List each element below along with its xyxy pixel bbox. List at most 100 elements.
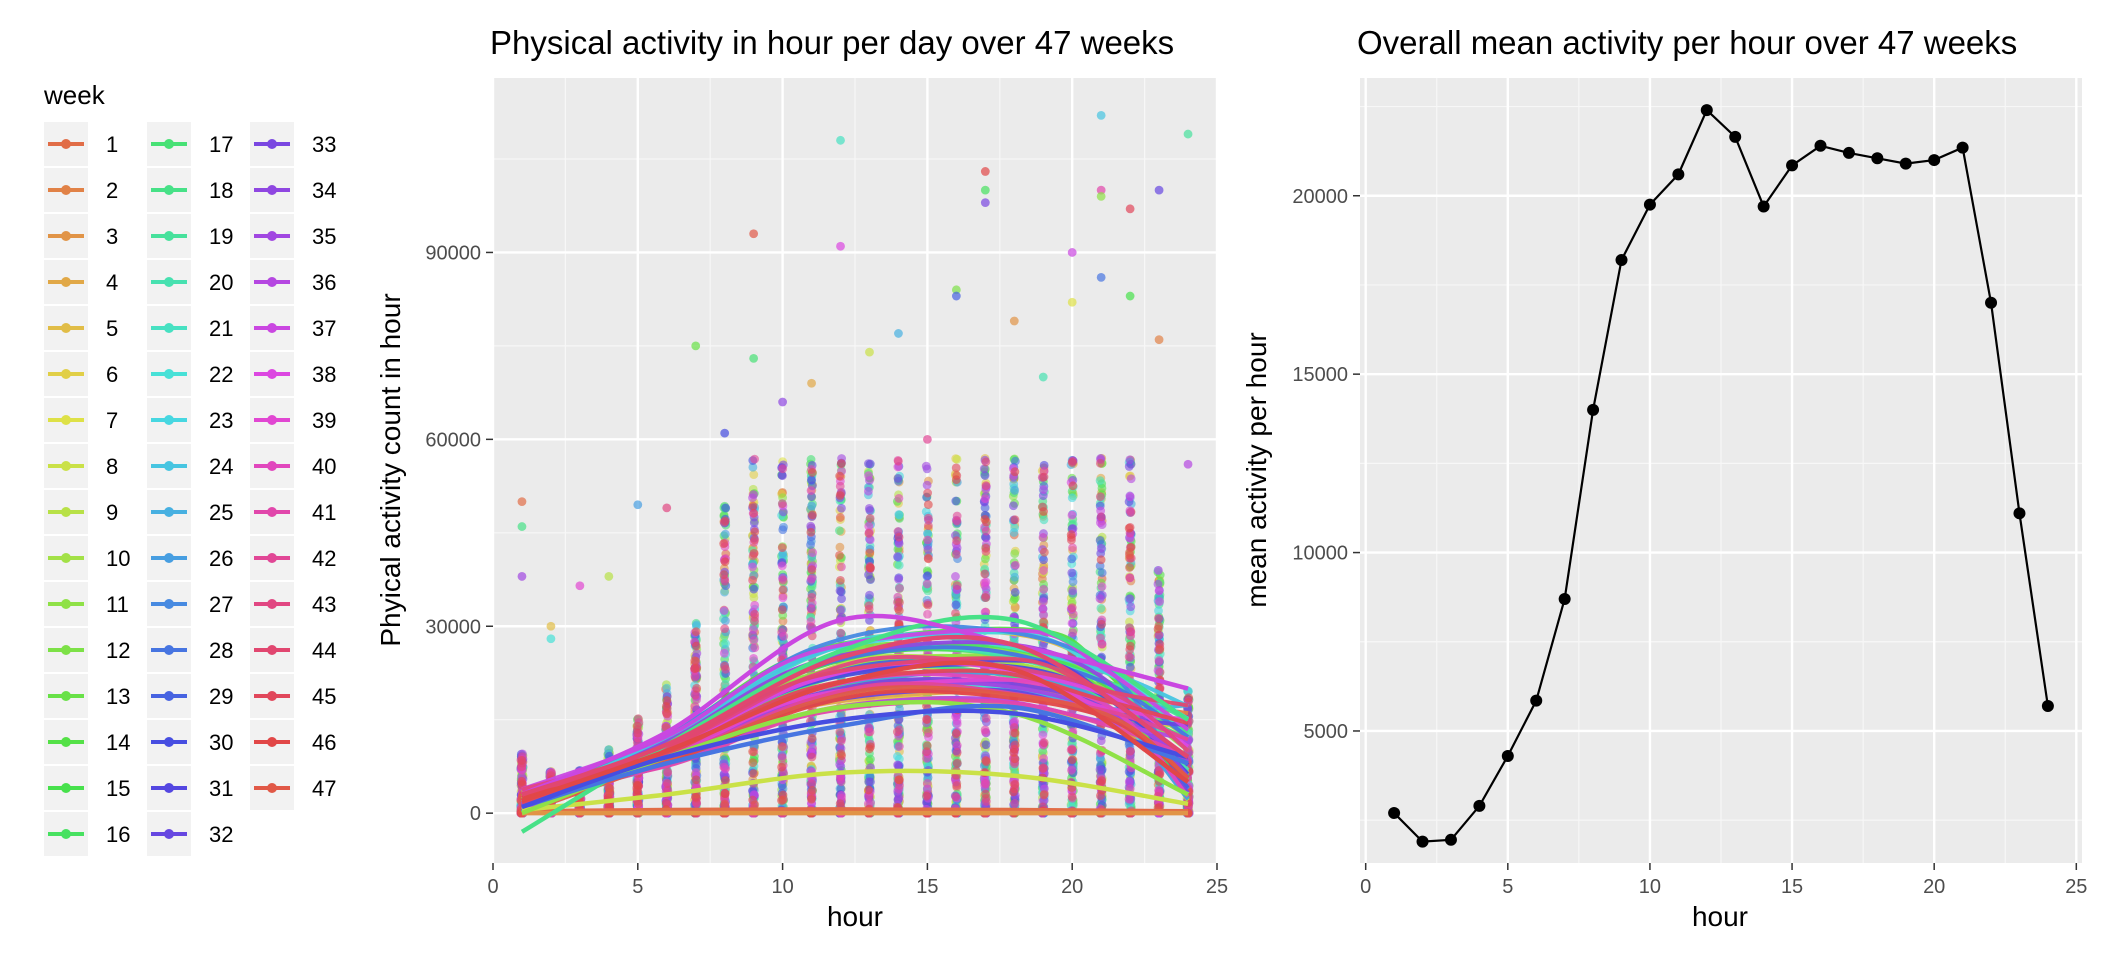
smooth-line (521, 768, 1189, 813)
legend-key-point (164, 139, 174, 149)
mean-point (1444, 833, 1457, 846)
legend-label: 30 (209, 730, 233, 755)
scatter-point (1009, 501, 1018, 511)
scatter-point (836, 777, 846, 787)
scatter-point (517, 497, 527, 507)
scatter-point (749, 636, 759, 645)
scatter-chart-title: Physical activity in hour per day over 4… (490, 24, 1174, 61)
scatter-point (1039, 485, 1048, 494)
scatter-point (690, 656, 700, 666)
legend-key-point (267, 461, 277, 471)
scatter-point (720, 661, 730, 671)
scatter-point (1038, 764, 1048, 774)
scatter-point (951, 729, 961, 738)
scatter-point (721, 776, 730, 785)
scatter-point (748, 462, 758, 472)
legend-item: 45 (250, 674, 336, 718)
scatter-point (893, 456, 903, 466)
legend-item: 46 (250, 720, 336, 764)
legend-label: 25 (209, 500, 233, 525)
scatter-point (806, 527, 816, 537)
x-tick-label: 20 (1923, 876, 1945, 898)
scatter-point (835, 526, 844, 535)
legend-item: 3 (44, 214, 118, 258)
x-tick-label: 0 (1360, 876, 1371, 898)
scatter-point (1096, 512, 1106, 522)
mean-point (1558, 592, 1571, 605)
x-tick-label: 10 (1639, 876, 1661, 898)
y-tick-label: 15000 (1292, 364, 1348, 386)
legend-key-point (267, 783, 277, 793)
scatter-point (1010, 572, 1020, 582)
scatter-point (807, 795, 816, 804)
legend-label: 23 (209, 408, 233, 433)
scatter-point (894, 510, 904, 519)
scatter-point (807, 733, 817, 743)
scatter-point (778, 585, 788, 595)
legend-label: 33 (312, 132, 336, 157)
legend-item: 9 (44, 490, 118, 534)
legend-label: 9 (106, 500, 118, 525)
scatter-point (1095, 765, 1105, 775)
scatter-point (1067, 248, 1077, 257)
scatter-point (865, 548, 875, 558)
scatter-point (864, 471, 873, 481)
legend-label: 3 (106, 224, 118, 249)
scatter-point (1010, 467, 1020, 477)
legend-key-point (164, 369, 174, 379)
x-tick-label: 15 (916, 876, 938, 898)
scatter-point (922, 791, 931, 801)
scatter-point (807, 378, 816, 388)
scatter-point (720, 679, 730, 689)
legend-item: 7 (44, 398, 118, 442)
scatter-point (1067, 755, 1077, 765)
mean-point (1757, 200, 1770, 213)
scatter-point (981, 740, 991, 750)
mean-point (1842, 146, 1855, 159)
scatter-point (517, 522, 527, 531)
scatter-point (1008, 787, 1018, 797)
legend-key-point (267, 737, 277, 747)
scatter-point (981, 533, 991, 543)
legend-item: 27 (147, 582, 233, 626)
scatter-point (1125, 291, 1135, 301)
scatter-point (1067, 745, 1077, 755)
scatter-point (748, 493, 757, 503)
scatter-point (605, 787, 615, 797)
scatter-point (951, 600, 961, 610)
legend-key-point (267, 139, 277, 149)
legend-item: 32 (147, 812, 233, 856)
mean-point (1871, 152, 1884, 165)
scatter-point (894, 793, 904, 803)
legend-item: 4 (44, 260, 118, 304)
legend-label: 29 (209, 684, 233, 709)
scatter-point (922, 741, 932, 751)
scatter-point (778, 397, 787, 407)
smooth-line (521, 660, 1190, 803)
x-tick-label: 20 (1061, 876, 1083, 898)
scatter-point (952, 747, 962, 757)
scatter-point (808, 548, 818, 558)
scatter-point (1010, 485, 1020, 495)
legend-item: 38 (250, 352, 336, 396)
scatter-point (720, 428, 730, 438)
scatter-point (894, 494, 904, 503)
legend-label: 44 (312, 638, 336, 663)
legend-key-point (61, 277, 71, 287)
scatter-point (1038, 730, 1048, 740)
scatter-point (951, 475, 961, 485)
scatter-point (749, 353, 759, 363)
scatter-point (894, 560, 904, 570)
scatter-point (720, 789, 730, 798)
scatter-point (1183, 129, 1193, 139)
scatter-point (1067, 603, 1077, 613)
legend-label: 46 (312, 730, 336, 755)
scatter-point (923, 600, 933, 610)
scatter-point (1095, 594, 1105, 603)
scatter-point (807, 475, 816, 485)
scatter-y-axis-title: Phyical activity count in hour (375, 293, 406, 646)
legend-item: 34 (250, 168, 336, 212)
scatter-point (1038, 533, 1048, 542)
legend-item: 47 (250, 766, 336, 810)
scatter-point (691, 341, 701, 351)
